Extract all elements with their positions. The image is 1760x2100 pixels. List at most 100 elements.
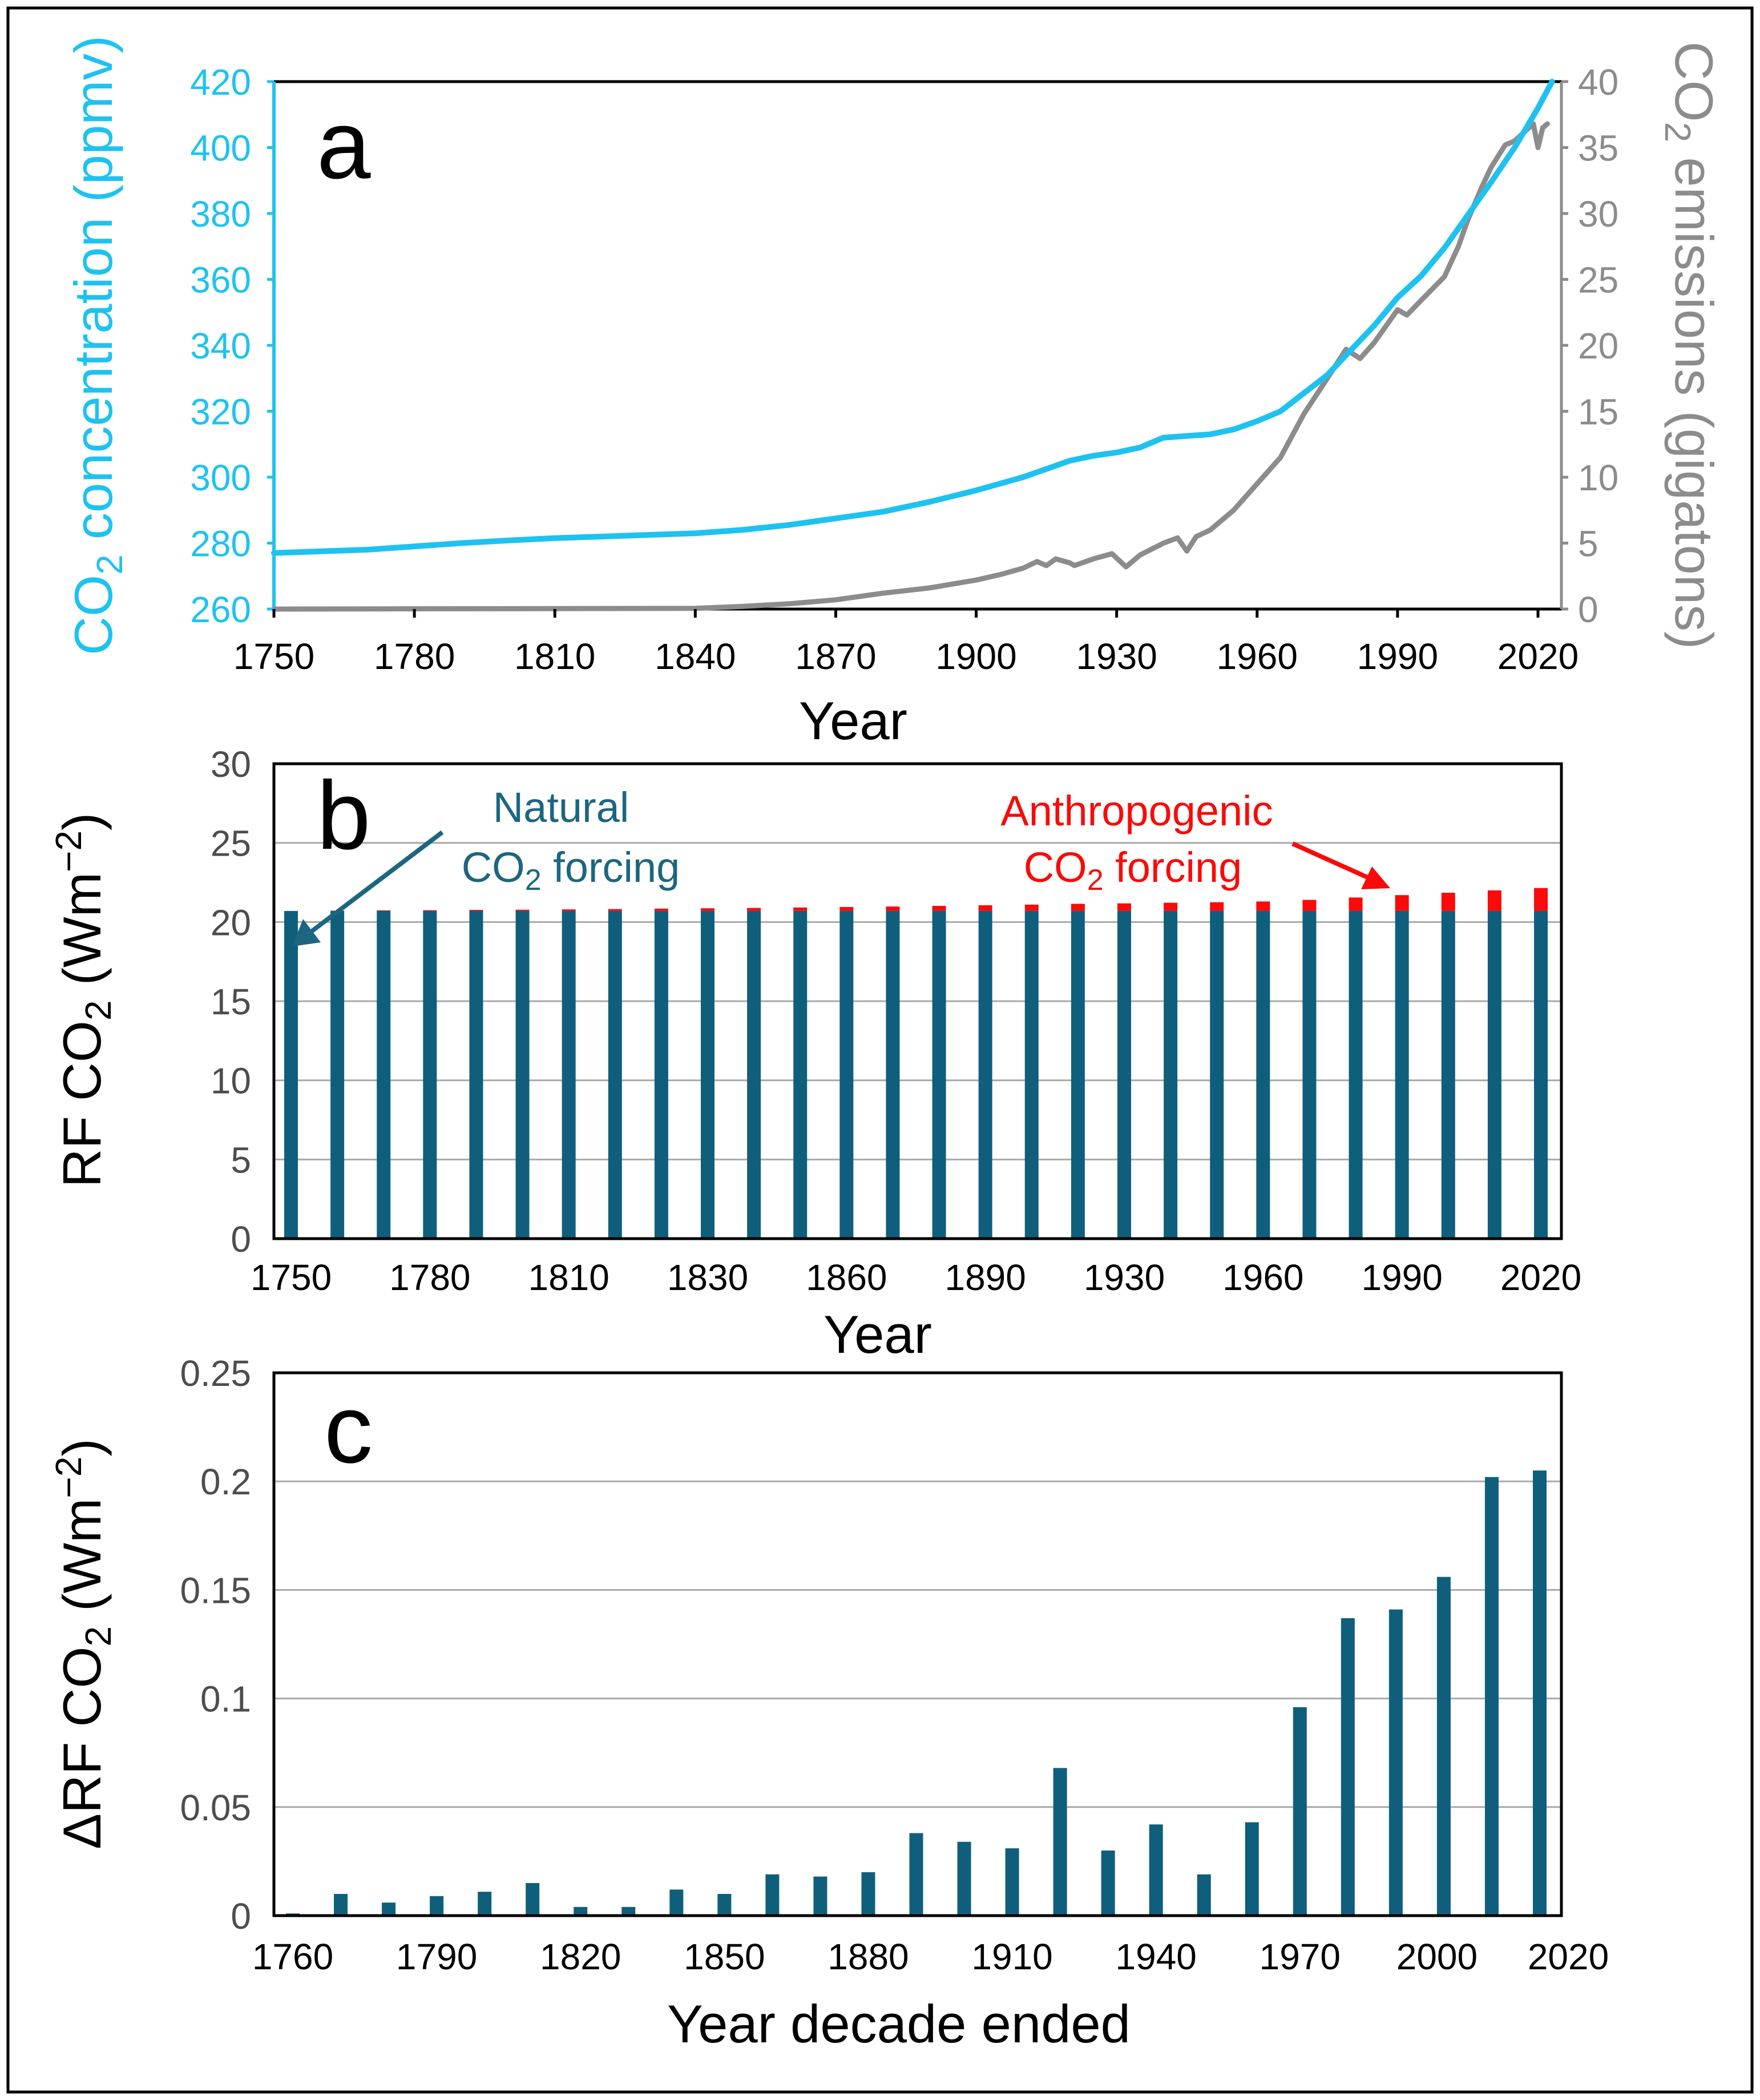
a-x-tick-label: 1840 bbox=[655, 636, 736, 677]
anthropogenic-forcing-bar bbox=[1210, 902, 1224, 911]
anthropogenic-forcing-bar bbox=[1256, 901, 1270, 911]
delta-rf-bar bbox=[1149, 1824, 1163, 1916]
anthropogenic-forcing-bar bbox=[793, 907, 808, 911]
c-x-tick-label: 1760 bbox=[252, 1936, 333, 1977]
delta-rf-bar bbox=[1533, 1470, 1547, 1916]
b-y-tick-label: 15 bbox=[211, 981, 251, 1022]
panel-a-ylabel-right-sub: 2 bbox=[1657, 122, 1698, 143]
anthro-annotation-arrow-head bbox=[1361, 866, 1390, 889]
delta-rf-bar bbox=[813, 1876, 827, 1916]
c-y-tick-label: 0.1 bbox=[200, 1679, 251, 1720]
delta-rf-bar bbox=[382, 1903, 396, 1916]
anthropogenic-forcing-bar bbox=[1302, 900, 1317, 911]
delta-rf-bar bbox=[526, 1883, 540, 1916]
panel-a-ylabel-right-post: emissions (gigatons) bbox=[1664, 142, 1724, 649]
anthropogenic-forcing-bar bbox=[886, 906, 900, 911]
natural-forcing-bar bbox=[1349, 910, 1363, 1239]
panel-c-letter: c bbox=[324, 1375, 373, 1484]
a-x-tick-label: 1780 bbox=[374, 636, 455, 677]
anthropogenic-forcing-bar bbox=[654, 908, 668, 911]
natural-forcing-bar bbox=[932, 910, 946, 1239]
b-x-tick-label: 1890 bbox=[944, 1257, 1026, 1298]
anthropogenic-forcing-bar bbox=[932, 906, 946, 911]
delta-rf-bar bbox=[1341, 1618, 1355, 1916]
b-y-tick-label: 0 bbox=[231, 1219, 251, 1260]
c-x-tick-label: 1850 bbox=[684, 1936, 765, 1977]
natural-forcing-bar bbox=[1302, 910, 1317, 1239]
panel-a-right-ticks: 0 5 10 15 20 25 30 35 40 bbox=[1561, 62, 1618, 630]
c-x-tick-label: 1790 bbox=[396, 1936, 477, 1977]
natural-forcing-bar bbox=[1256, 910, 1270, 1239]
natural-forcing-bar bbox=[1210, 910, 1224, 1239]
a-right-tick-label: 20 bbox=[1578, 325, 1618, 366]
a-left-tick-label: 260 bbox=[190, 589, 251, 630]
anthropogenic-forcing-bar bbox=[978, 905, 992, 911]
b-x-tick-label: 2020 bbox=[1500, 1257, 1581, 1298]
a-right-tick-label: 5 bbox=[1578, 523, 1598, 565]
natural-forcing-bar bbox=[1534, 910, 1548, 1239]
delta-rf-bar bbox=[574, 1906, 588, 1916]
panel-c-xlabel: Year decade ended bbox=[667, 1994, 1131, 2054]
delta-rf-bar bbox=[1053, 1768, 1067, 1916]
panel-b-ylabel-pre: RF CO bbox=[52, 1021, 112, 1187]
a-x-tick-label: 2020 bbox=[1497, 636, 1579, 677]
a-x-tick-label: 1810 bbox=[514, 636, 595, 677]
panel-a-ylabel-left-pre: CO bbox=[63, 575, 123, 655]
delta-rf-bar bbox=[1197, 1874, 1211, 1916]
b-x-tick-label: 1810 bbox=[528, 1257, 609, 1298]
panel-b-bars bbox=[284, 888, 1548, 1239]
anthropogenic-forcing-bar bbox=[515, 909, 530, 911]
figure-border bbox=[6, 6, 1754, 2094]
natural-forcing-bar bbox=[284, 910, 298, 1239]
panel-c-bars bbox=[286, 1470, 1547, 1916]
anthro-annotation-sub: 2 bbox=[1087, 864, 1104, 897]
c-y-tick-label: 0.15 bbox=[180, 1570, 251, 1611]
panel-b-ylabel-sup: −2 bbox=[48, 831, 89, 872]
a-left-tick-label: 400 bbox=[190, 128, 251, 169]
delta-rf-bar bbox=[717, 1893, 732, 1916]
a-x-tick-label: 1870 bbox=[795, 636, 876, 677]
b-y-tick-label: 30 bbox=[211, 744, 251, 785]
panel-c: 0 0.05 0.1 0.15 0.2 0.25 1760 1790 1820 1850 1880… bbox=[48, 1353, 1609, 2054]
a-left-tick-label: 340 bbox=[190, 325, 251, 366]
natural-forcing-bar bbox=[654, 910, 668, 1239]
a-right-tick-label: 10 bbox=[1578, 457, 1618, 498]
anthro-annotation-line2: CO2 forcing bbox=[1024, 844, 1242, 897]
panel-a-ylabel-left-post: concentration (ppmv) bbox=[63, 35, 123, 554]
panel-c-ylabel-end: ) bbox=[52, 1438, 112, 1456]
panel-b-ylabel: RF CO2 (Wm−2) bbox=[48, 813, 119, 1188]
natural-annotation-sub: 2 bbox=[525, 864, 542, 897]
c-y-tick-label: 0.25 bbox=[180, 1353, 251, 1394]
anthropogenic-forcing-bar bbox=[1441, 893, 1455, 911]
b-x-tick-label: 1960 bbox=[1222, 1257, 1303, 1298]
panel-a-ylabel-right-pre: CO bbox=[1664, 42, 1724, 122]
panel-c-ylabel-sup: −2 bbox=[48, 1457, 89, 1498]
panel-b-x-ticks: 1750 1780 1810 1830 1860 1890 1930 1960 1990 2020 bbox=[251, 1257, 1581, 1298]
co2-concentration-line bbox=[271, 79, 1555, 556]
natural-forcing-bar bbox=[1024, 910, 1039, 1239]
panel-b-ylabel-sub: 2 bbox=[78, 1000, 119, 1021]
panel-b-frame bbox=[272, 762, 1563, 1240]
delta-rf-bar bbox=[621, 1906, 636, 1916]
a-right-tick-label: 0 bbox=[1578, 589, 1598, 630]
b-x-tick-label: 1830 bbox=[667, 1257, 748, 1298]
delta-rf-bar bbox=[1101, 1850, 1115, 1916]
anthropogenic-forcing-bar bbox=[701, 908, 715, 911]
a-x-tick-label: 1900 bbox=[935, 636, 1016, 677]
panel-b-y-ticks: 0 5 10 15 20 25 30 bbox=[211, 744, 251, 1260]
natural-forcing-bar bbox=[978, 910, 992, 1239]
a-x-tick-label: 1750 bbox=[233, 636, 314, 677]
anthro-annotation-arrow-shaft bbox=[1291, 841, 1374, 882]
panel-a-lines bbox=[271, 79, 1555, 612]
c-x-tick-label: 1820 bbox=[540, 1936, 621, 1977]
delta-rf-bar bbox=[861, 1872, 875, 1916]
natural-forcing-bar bbox=[423, 910, 437, 1239]
natural-forcing-bar bbox=[1117, 910, 1131, 1239]
anthropogenic-forcing-bar bbox=[608, 909, 622, 911]
c-x-tick-label: 2000 bbox=[1396, 1936, 1478, 1977]
anthropogenic-forcing-bar bbox=[747, 908, 761, 911]
panel-b-letter: b bbox=[317, 761, 371, 870]
b-x-tick-label: 1930 bbox=[1084, 1257, 1165, 1298]
panel-c-x-ticks: 1760 1790 1820 1850 1880 1910 1940 1970 2000 2020 bbox=[252, 1936, 1609, 1977]
